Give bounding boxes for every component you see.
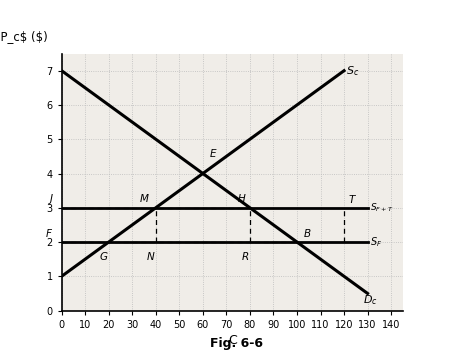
Text: $D_c$: $D_c$ bbox=[363, 293, 378, 307]
Text: M: M bbox=[140, 194, 149, 204]
Text: $S_F$: $S_F$ bbox=[370, 235, 382, 249]
Text: $S_{F+T}$: $S_{F+T}$ bbox=[370, 201, 393, 214]
Text: Fig. 6-6: Fig. 6-6 bbox=[210, 337, 264, 350]
Text: N: N bbox=[147, 252, 155, 262]
Text: G: G bbox=[100, 252, 108, 262]
Text: F: F bbox=[46, 229, 52, 239]
Text: J: J bbox=[49, 194, 52, 204]
Text: H: H bbox=[237, 194, 245, 204]
Y-axis label: $P_c$ ($): $P_c$ ($) bbox=[0, 30, 48, 43]
Text: R: R bbox=[242, 252, 249, 262]
Text: $S_c$: $S_c$ bbox=[346, 64, 360, 77]
Text: E: E bbox=[210, 150, 217, 160]
X-axis label: C: C bbox=[228, 334, 237, 347]
Text: T: T bbox=[349, 195, 355, 205]
Text: B: B bbox=[304, 229, 311, 239]
